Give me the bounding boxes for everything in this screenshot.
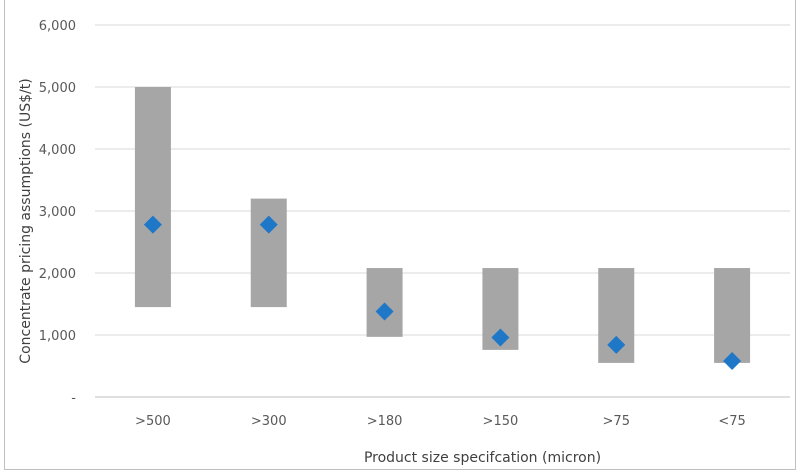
y-tick-labels: - 1,000 2,000 3,000 4,000 5,000 6,000: [39, 19, 77, 406]
x-tick-label: >75: [603, 414, 630, 429]
y-tick-label: 6,000: [39, 19, 76, 34]
y-tick-label: -: [71, 391, 76, 406]
y-axis-label: Concentrate pricing assumptions (US$/t): [18, 78, 34, 363]
y-tick-label: 2,000: [39, 267, 76, 282]
gridlines: [95, 24, 790, 398]
range-bar: [714, 268, 751, 363]
chart-frame: [4, 0, 796, 470]
y-tick-label: 5,000: [39, 81, 76, 96]
x-tick-labels: >500 >300 >180 >150 >75 <75: [135, 414, 746, 429]
range-bar: [134, 87, 171, 308]
x-tick-label: >180: [367, 414, 403, 429]
y-tick-label: 4,000: [39, 143, 76, 158]
y-tick-label: 3,000: [39, 205, 76, 220]
midpoint-marker: [259, 215, 278, 234]
midpoint-markers: [143, 215, 742, 371]
midpoint-marker: [375, 302, 394, 321]
x-tick-label: <75: [718, 414, 745, 429]
y-tick-label: 1,000: [39, 329, 76, 344]
range-bars: [134, 87, 751, 363]
range-bar: [250, 198, 287, 308]
x-axis-label: Product size specifcation (micron): [364, 450, 601, 466]
x-tick-label: >300: [251, 414, 287, 429]
midpoint-marker: [723, 352, 742, 371]
midpoint-marker: [143, 215, 162, 234]
x-tick-label: >150: [483, 414, 519, 429]
x-tick-label: >500: [135, 414, 171, 429]
midpoint-marker: [491, 328, 510, 347]
midpoint-marker: [607, 335, 626, 354]
